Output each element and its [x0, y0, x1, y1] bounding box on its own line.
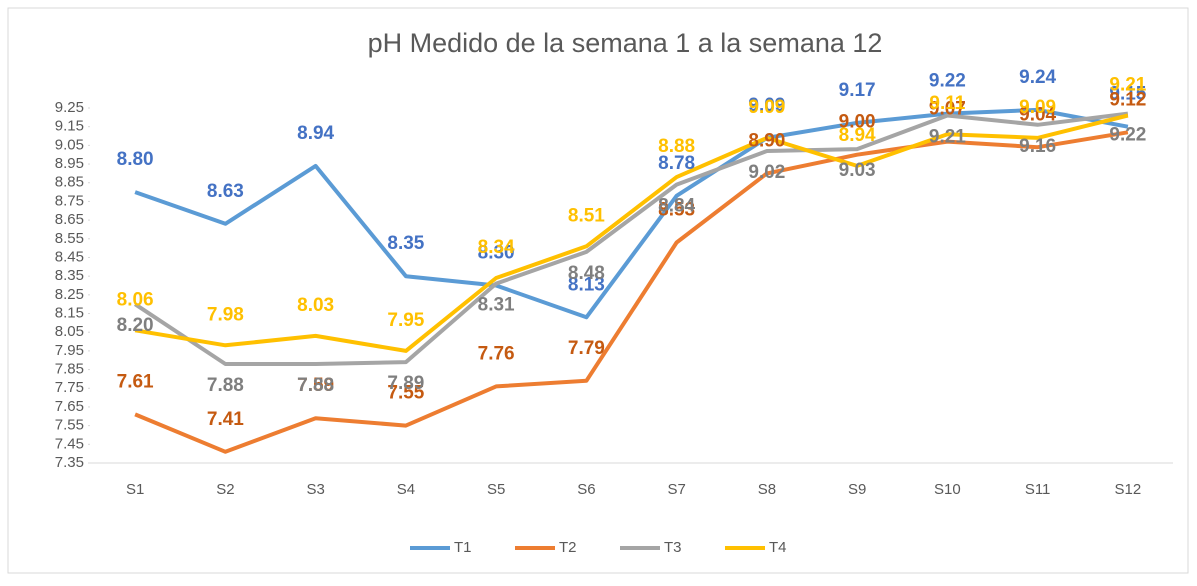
data-label: 7.89	[387, 373, 424, 394]
data-label: 7.98	[207, 304, 244, 325]
data-label: 8.51	[568, 205, 605, 226]
data-label: 9.04	[1019, 104, 1056, 125]
legend-label: T2	[559, 539, 577, 556]
series-line	[134, 113, 1129, 353]
data-label: 8.31	[478, 295, 515, 316]
y-tick-label: 8.65	[55, 211, 84, 228]
data-label: 8.48	[568, 263, 605, 284]
y-tick-label: 7.95	[55, 342, 84, 359]
y-tick-label: 8.05	[55, 323, 84, 340]
y-tick-label: 8.25	[55, 286, 84, 303]
x-tick-label: S6	[577, 481, 595, 498]
data-label: 9.07	[929, 99, 966, 120]
data-label: 8.94	[839, 125, 876, 146]
x-tick-label: S5	[487, 481, 505, 498]
data-label: 7.55	[387, 383, 424, 404]
legend-label: T3	[664, 539, 682, 556]
data-label: 8.78	[658, 153, 695, 174]
data-label: 9.24	[1019, 67, 1056, 88]
data-label: 9.15	[1109, 84, 1146, 105]
data-label: 8.88	[658, 136, 695, 157]
x-tick-label: S7	[667, 481, 685, 498]
data-label: 9.21	[1109, 74, 1146, 95]
legend-label: T4	[769, 539, 787, 556]
y-tick-label: 7.65	[55, 398, 84, 415]
y-tick-label: 8.15	[55, 304, 84, 321]
y-tick-label: 8.35	[55, 267, 84, 284]
data-label: 8.80	[117, 149, 154, 170]
data-label: 9.09	[748, 97, 785, 118]
x-tick-label: S3	[306, 481, 324, 498]
y-tick-label: 9.25	[55, 99, 84, 116]
data-label: 8.94	[297, 123, 334, 144]
series-line	[133, 111, 1129, 366]
data-label: 9.11	[929, 93, 965, 114]
data-label: 7.79	[568, 338, 605, 359]
data-label: 7.76	[478, 343, 515, 364]
data-label: 9.09	[748, 95, 785, 116]
x-tick-label: S1	[126, 481, 144, 498]
legend-label: T1	[454, 539, 472, 556]
data-label: 9.12	[1109, 89, 1146, 110]
data-label: 9.03	[839, 160, 876, 181]
series-line	[134, 107, 1129, 320]
data-label: 8.20	[117, 315, 154, 336]
x-tick-label: S11	[1025, 481, 1051, 498]
x-tick-label: S9	[848, 481, 866, 498]
data-label: 8.03	[297, 295, 334, 316]
data-label: 8.90	[748, 130, 785, 151]
data-label: 9.00	[839, 112, 876, 133]
data-label: 8.35	[387, 233, 424, 254]
x-tick-label: S10	[934, 481, 961, 498]
x-tick-label: S2	[216, 481, 234, 498]
y-tick-label: 8.95	[55, 155, 84, 172]
data-label: 8.06	[117, 289, 154, 310]
chart-title: pH Medido de la semana 1 a la semana 12	[368, 28, 883, 58]
x-tick-label: S8	[758, 481, 776, 498]
data-label: 9.16	[1019, 136, 1056, 157]
data-label: 9.22	[1109, 125, 1146, 146]
y-tick-label: 7.35	[55, 454, 84, 471]
data-label: 8.34	[478, 237, 515, 258]
series-line	[134, 130, 1129, 454]
data-label: 9.21	[929, 126, 966, 147]
data-label: 8.13	[568, 274, 605, 295]
y-tick-label: 8.55	[55, 230, 84, 247]
data-label: 9.09	[1019, 97, 1056, 118]
data-label: 9.22	[929, 71, 966, 92]
x-tick-label: S4	[397, 481, 415, 498]
data-label: 8.63	[207, 181, 244, 202]
data-label: 7.59	[297, 375, 334, 396]
y-tick-label: 9.05	[55, 136, 84, 153]
y-tick-label: 7.85	[55, 361, 84, 378]
data-label: 9.17	[839, 80, 876, 101]
data-label: 7.88	[207, 375, 244, 396]
x-tick-label: S12	[1115, 481, 1142, 498]
data-label: 8.30	[478, 243, 515, 264]
data-label: 7.41	[207, 409, 244, 430]
data-label: 7.95	[387, 310, 424, 331]
data-label: 9.02	[748, 162, 785, 183]
y-tick-label: 7.75	[55, 379, 84, 396]
chart-border	[7, 7, 1189, 574]
y-tick-label: 8.85	[55, 174, 84, 191]
y-tick-label: 8.45	[55, 248, 84, 265]
y-tick-label: 7.55	[55, 417, 84, 434]
data-label: 7.88	[297, 375, 334, 396]
data-label: 7.61	[117, 371, 154, 392]
y-tick-label: 8.75	[55, 192, 84, 209]
y-tick-label: 9.15	[55, 118, 84, 135]
data-label: 8.53	[658, 200, 695, 221]
y-tick-label: 7.45	[55, 435, 84, 452]
data-label: 8.84	[658, 196, 695, 217]
